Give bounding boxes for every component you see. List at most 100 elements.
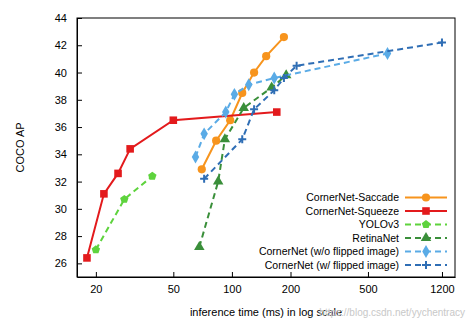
- y-tick-label: 42: [55, 39, 67, 51]
- series-point: [266, 81, 277, 90]
- legend: CornerNet-Saccade CornerNet-SqueezeYOLOv3…: [259, 191, 447, 270]
- series-point: [250, 105, 258, 113]
- x-tick: 100: [223, 272, 241, 295]
- legend-item: CornerNet-Squeeze: [306, 205, 447, 217]
- series-line: [199, 75, 286, 247]
- legend-item: CornerNet (w/ flipped image): [265, 259, 447, 271]
- legend-item: CornerNet-Saccade: [306, 191, 447, 203]
- series-point: [293, 62, 301, 70]
- y-tick: 38: [55, 94, 82, 106]
- series-point: [280, 33, 288, 41]
- x-tick-mark: [96, 272, 97, 277]
- series-line: [87, 112, 277, 258]
- x-axis-line: [78, 277, 456, 278]
- x-tick: 50: [168, 272, 180, 295]
- y-tick-label: 44: [55, 12, 67, 24]
- legend-label: CornerNet (w/ flipped image): [265, 259, 399, 271]
- series-point: [194, 241, 205, 250]
- series-point: [231, 88, 238, 101]
- series-point: [148, 172, 156, 180]
- y-tick-label: 30: [55, 203, 67, 215]
- series-line: [202, 37, 284, 169]
- y-tick-mark: [77, 263, 82, 264]
- y-tick-mark: [77, 236, 82, 237]
- y-tick-label: 36: [55, 121, 67, 133]
- y-tick-mark: [77, 45, 82, 46]
- series-point: [192, 151, 199, 164]
- y-tick: 30: [55, 203, 82, 215]
- x-tick-label: 100: [223, 283, 241, 295]
- series-point: [222, 106, 229, 119]
- y-tick-label: 28: [55, 230, 67, 242]
- x-tick: 500: [359, 272, 377, 295]
- legend-item: RetinaNet: [352, 232, 447, 244]
- series-point: [198, 165, 206, 173]
- y-tick: 26: [55, 257, 82, 269]
- y-tick: 44: [55, 12, 82, 24]
- series-point: [220, 133, 231, 142]
- series-point: [226, 116, 234, 124]
- y-tick-label: 26: [55, 257, 67, 269]
- y-tick-label: 32: [55, 176, 67, 188]
- legend-swatch-marker: [422, 207, 430, 215]
- legend-swatch-marker: [422, 193, 430, 201]
- y-axis: 26 28 30 32 34 36 38 40 42 44: [55, 12, 82, 277]
- series-line: [204, 43, 442, 179]
- series-point: [238, 135, 246, 143]
- y-tick-label: 38: [55, 94, 67, 106]
- legend-swatch-marker: [421, 232, 432, 241]
- y-tick-mark: [77, 73, 82, 74]
- series-point: [271, 72, 278, 85]
- series-point: [270, 86, 278, 94]
- y-tick-mark: [77, 18, 82, 19]
- y-tick-mark: [77, 182, 82, 183]
- series-point: [438, 39, 446, 47]
- series-point: [262, 52, 270, 60]
- y-axis-title: COCO AP: [14, 122, 26, 172]
- legend-label: CornerNet-Squeeze: [306, 205, 400, 217]
- x-tick: 1200: [430, 272, 454, 295]
- x-tick-mark: [291, 272, 292, 277]
- series-point: [200, 175, 208, 183]
- y-tick: 40: [55, 67, 82, 79]
- series-point: [120, 195, 128, 203]
- legend-swatch-marker: [422, 245, 429, 258]
- y-tick-mark: [77, 100, 82, 101]
- x-tick-label: 200: [282, 283, 300, 295]
- x-tick: 20: [90, 272, 102, 295]
- y-tick-label: 40: [55, 67, 67, 79]
- series-line: [195, 53, 387, 157]
- series-point: [92, 245, 100, 253]
- legend-label: RetinaNet: [352, 232, 399, 244]
- x-tick-label: 500: [359, 283, 377, 295]
- series-point: [83, 254, 91, 262]
- series-point: [170, 116, 178, 124]
- y-tick-mark: [77, 209, 82, 210]
- series-point: [238, 102, 249, 111]
- y-tick-mark: [77, 154, 82, 155]
- x-tick-mark: [368, 272, 369, 277]
- series-line: [96, 176, 152, 250]
- legend-swatch-marker: [422, 220, 430, 228]
- y-tick: 34: [55, 148, 82, 160]
- legend-label: YOLOv3: [359, 218, 399, 230]
- x-tick-label: 20: [90, 283, 102, 295]
- chart: 2050100200500120026283032343638404244inf…: [0, 0, 471, 325]
- y-tick-label: 34: [55, 148, 67, 160]
- series-point: [280, 74, 288, 82]
- legend-label: CornerNet (w/o flipped image): [259, 245, 399, 257]
- y-tick: 36: [55, 121, 82, 133]
- series-point: [384, 47, 391, 60]
- plot-area: [83, 33, 446, 262]
- series-point: [126, 145, 134, 153]
- plot-frame: [77, 18, 455, 277]
- series-point: [245, 78, 252, 91]
- watermark: https://blog.csdn.net/yychentracy: [319, 307, 465, 318]
- x-tick-mark: [173, 272, 174, 277]
- series-point: [200, 127, 207, 140]
- series-point: [212, 137, 220, 145]
- y-axis-line: [77, 19, 78, 278]
- y-tick: 42: [55, 39, 82, 51]
- x-tick-label: 1200: [430, 283, 454, 295]
- series-point: [273, 108, 281, 116]
